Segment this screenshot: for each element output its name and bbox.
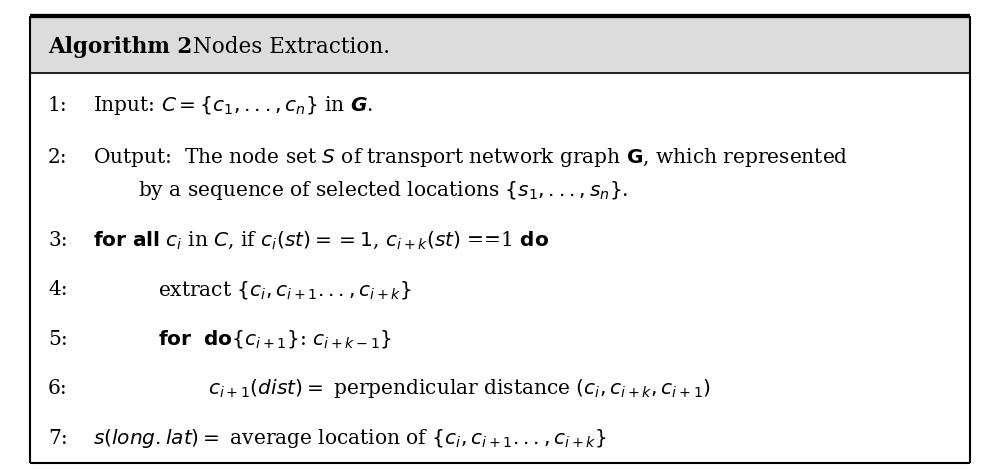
Text: 2:: 2: xyxy=(48,148,68,167)
Text: 5:: 5: xyxy=(48,330,68,349)
Text: by a sequence of selected locations $\{s_1,...,s_n\}$.: by a sequence of selected locations $\{s… xyxy=(138,179,628,202)
Text: 6:: 6: xyxy=(48,379,68,398)
Bar xyxy=(30,16,970,73)
Text: Algorithm 2: Algorithm 2 xyxy=(48,36,192,58)
Text: Nodes Extraction.: Nodes Extraction. xyxy=(186,36,390,58)
Text: extract $\{c_i, c_{i+1}..., c_{i+k}\}$: extract $\{c_i, c_{i+1}..., c_{i+k}\}$ xyxy=(158,279,412,300)
Text: 3:: 3: xyxy=(48,231,68,250)
Text: 1:: 1: xyxy=(48,97,68,115)
Text: Input: $C = \{c_1,...,c_n\}$ in $\boldsymbol{G}$.: Input: $C = \{c_1,...,c_n\}$ in $\boldsy… xyxy=(93,95,373,117)
Text: Output:  The node set $S$ of transport network graph $\mathbf{G}$, which represe: Output: The node set $S$ of transport ne… xyxy=(93,146,848,169)
Text: $c_{i+1}(dist) = $ perpendicular distance $(c_i, c_{i+k}, c_{i+1})$: $c_{i+1}(dist) = $ perpendicular distanc… xyxy=(208,377,711,400)
Text: $s(long.lat) = $ average location of $\{c_i, c_{i+1}..., c_{i+k}\}$: $s(long.lat) = $ average location of $\{… xyxy=(93,428,607,450)
Text: $\bf{for\ \ do}$$\{c_{i+1}\}$: $c_{i+k-1}\}$: $\bf{for\ \ do}$$\{c_{i+1}\}$: $c_{i+k-1… xyxy=(158,328,392,350)
Text: $\bf{for\ all}$ $c_i$ in $C$, if $c_i(st)==1$, $c_{i+k}(st)$ ==1 $\bf{do}$: $\bf{for\ all}$ $c_i$ in $C$, if $c_i(st… xyxy=(93,229,549,251)
Text: 4:: 4: xyxy=(48,280,68,299)
Text: 7:: 7: xyxy=(48,430,68,448)
